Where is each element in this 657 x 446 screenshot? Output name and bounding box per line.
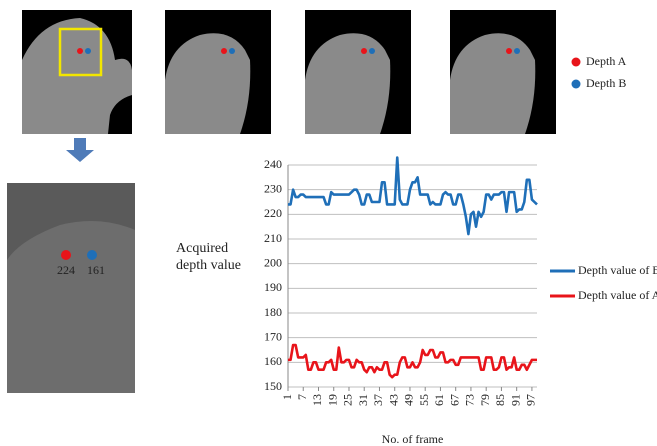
y-tick-label: 190 bbox=[264, 280, 282, 294]
line-chart: 150 160 170 180 190 200 210 220 230 240 1 7 13 19 25 31… bbox=[264, 156, 657, 446]
x-tick-label: 55 bbox=[417, 394, 431, 406]
x-tick-label: 61 bbox=[432, 394, 446, 406]
x-axis-label: No. of frame bbox=[382, 432, 444, 446]
point-b bbox=[87, 250, 97, 260]
zoom-shade bbox=[7, 183, 135, 260]
y-tick-label: 220 bbox=[264, 206, 282, 220]
series-line bbox=[288, 156, 538, 236]
x-tick-label: 25 bbox=[341, 394, 355, 406]
point-a bbox=[77, 48, 83, 54]
y-tick-label: 150 bbox=[264, 379, 282, 393]
x-tick-label: 97 bbox=[524, 394, 538, 406]
y-tick-label: 160 bbox=[264, 354, 282, 368]
x-tick-label: 79 bbox=[478, 394, 492, 406]
legend-label: Depth B bbox=[586, 76, 626, 90]
legend-dot-b bbox=[571, 79, 581, 89]
y-tick-label: 180 bbox=[264, 305, 282, 319]
x-tick-label: 1 bbox=[280, 394, 294, 400]
y-tick-label: 210 bbox=[264, 231, 282, 245]
hand-shape bbox=[165, 33, 251, 134]
legend-dot-a bbox=[571, 57, 581, 67]
legend-label: Depth value of B bbox=[578, 263, 657, 277]
point-b bbox=[85, 48, 91, 54]
hand-shape bbox=[450, 33, 536, 134]
point-b bbox=[369, 48, 375, 54]
y-tick-label: 170 bbox=[264, 329, 282, 343]
x-tick-label: 7 bbox=[295, 394, 309, 400]
legend-label: Depth value of A bbox=[578, 288, 657, 302]
hand-shape bbox=[305, 33, 391, 134]
point-a bbox=[61, 250, 71, 260]
x-tick-label: 85 bbox=[493, 394, 507, 406]
x-tick-label: 49 bbox=[402, 394, 416, 406]
y-tick-label: 230 bbox=[264, 181, 282, 195]
point-a bbox=[361, 48, 367, 54]
y-tick-label: 240 bbox=[264, 157, 282, 171]
x-tick-label: 13 bbox=[310, 394, 324, 406]
x-tick-label: 43 bbox=[386, 394, 400, 406]
series-line bbox=[288, 343, 537, 379]
thumbnails: Depth A Depth B 224 161 bbox=[7, 10, 627, 393]
zoom-value: 161 bbox=[87, 263, 105, 277]
legend-label: Depth A bbox=[586, 54, 627, 68]
arrow bbox=[66, 138, 94, 162]
zoom-value: 224 bbox=[57, 263, 75, 277]
x-tick-label: 19 bbox=[325, 394, 339, 406]
y-axis-label: Acquired depth value bbox=[176, 241, 241, 273]
x-tick-label: 31 bbox=[356, 394, 370, 406]
x-tick-label: 67 bbox=[447, 394, 461, 406]
x-tick-label: 73 bbox=[463, 394, 477, 406]
point-a bbox=[221, 48, 227, 54]
zoom-box bbox=[58, 27, 103, 77]
point-b bbox=[514, 48, 520, 54]
y-tick-label: 200 bbox=[264, 255, 282, 269]
point-b bbox=[229, 48, 235, 54]
x-tick-label: 91 bbox=[508, 394, 522, 406]
point-a bbox=[506, 48, 512, 54]
x-tick-label: 37 bbox=[371, 394, 385, 406]
